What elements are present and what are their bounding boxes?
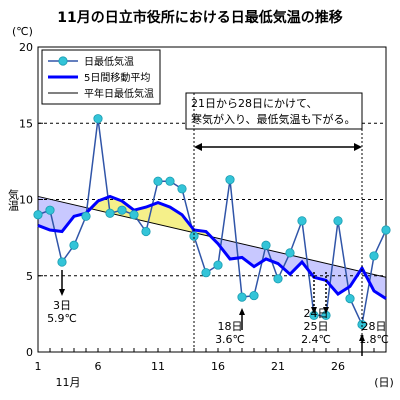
legend-entry-label: 日最低気温 [84, 55, 134, 68]
daily-min-point [225, 175, 235, 185]
range-note-line: 21日から28日にかけて、 [191, 97, 317, 110]
callout-arrow-head [59, 289, 65, 296]
legend-entry-label: 平年日最低気温 [84, 87, 154, 100]
moving-average-line [37, 194, 387, 300]
chart-title: 11月の日立市役所における日最低気温の推移 [57, 9, 342, 26]
x-tick-label: 11 [151, 360, 165, 373]
callout-label: 25日 [304, 320, 329, 333]
y-tick-label: 5 [26, 270, 33, 283]
above-normal-shading [170, 207, 182, 230]
above-normal-shading [158, 202, 170, 228]
daily-min-point [129, 210, 139, 220]
daily-min-point [117, 205, 127, 215]
daily-min-point [141, 226, 151, 237]
x-tick-label: 6 [95, 360, 102, 373]
y-tick-label: 0 [26, 346, 33, 359]
daily-min-point [357, 319, 367, 330]
daily-min-point [57, 257, 67, 267]
below-normal-shading [62, 202, 74, 232]
daily-min-point [213, 260, 223, 270]
y-axis-label: 気温 [7, 188, 20, 211]
callout-arrow-head [311, 307, 317, 314]
callout-label: 3日 [53, 299, 71, 312]
callout-label: 24日 [304, 307, 329, 320]
range-arrow-head-left [194, 143, 202, 151]
callout-arrow-head [239, 308, 245, 315]
x-axis-label: (日) [374, 376, 394, 389]
daily-min-point [285, 248, 295, 258]
daily-min-point [297, 216, 307, 226]
x-tick-label: 1 [35, 360, 42, 373]
daily-min-point [369, 251, 379, 261]
callout-label: 2.4℃ [301, 333, 331, 346]
range-arrow-head-right [354, 143, 362, 151]
daily-min-point [273, 274, 283, 284]
x-tick-label: 21 [271, 360, 285, 373]
daily-min-point [201, 268, 211, 278]
callout-label: 18日 [218, 320, 243, 333]
daily-min-point [153, 176, 163, 186]
range-note-line: 寒気が入り、最低気温も下がる。 [191, 112, 356, 126]
daily-min-point [333, 216, 343, 226]
daily-min-point [381, 225, 391, 235]
callout-label: 3.6℃ [215, 333, 245, 346]
daily-min-point [105, 208, 115, 218]
daily-min-point [345, 294, 355, 304]
below-normal-shading [230, 241, 242, 259]
below-normal-shading [242, 243, 254, 267]
callout-label: 28日 [362, 320, 387, 333]
daily-min-point [93, 114, 103, 124]
daily-min-point [45, 205, 55, 215]
legend-daily-min-swatch-marker [58, 56, 68, 66]
daily-min-point [81, 211, 91, 221]
callout-label: 5.9℃ [47, 312, 77, 325]
daily-min-point [69, 240, 79, 250]
y-tick-label: 15 [19, 117, 33, 130]
daily-min-point [33, 210, 43, 220]
month-label: 11月 [56, 376, 81, 389]
daily-min-point [261, 240, 271, 250]
callout-arrow-head [359, 334, 365, 341]
daily-min-point [177, 184, 187, 194]
y-tick-label: 10 [19, 194, 33, 207]
callout-label: 1.8℃ [359, 333, 389, 346]
daily-min-point [189, 231, 199, 241]
legend-entry-label: 5日間移動平均 [84, 71, 150, 84]
daily-min-line [37, 118, 387, 328]
range-note-box [185, 92, 363, 130]
x-tick-label: 16 [211, 360, 225, 373]
y-tick-label: 20 [19, 41, 33, 54]
daily-min-point [249, 290, 259, 301]
below-normal-shading [326, 263, 338, 295]
y-unit-label: (℃) [12, 25, 33, 38]
daily-min-point [165, 176, 175, 186]
x-tick-label: 26 [331, 360, 345, 373]
callout-arrow-head [323, 307, 329, 314]
daily-min-point [237, 292, 247, 302]
below-normal-shading [254, 246, 266, 267]
